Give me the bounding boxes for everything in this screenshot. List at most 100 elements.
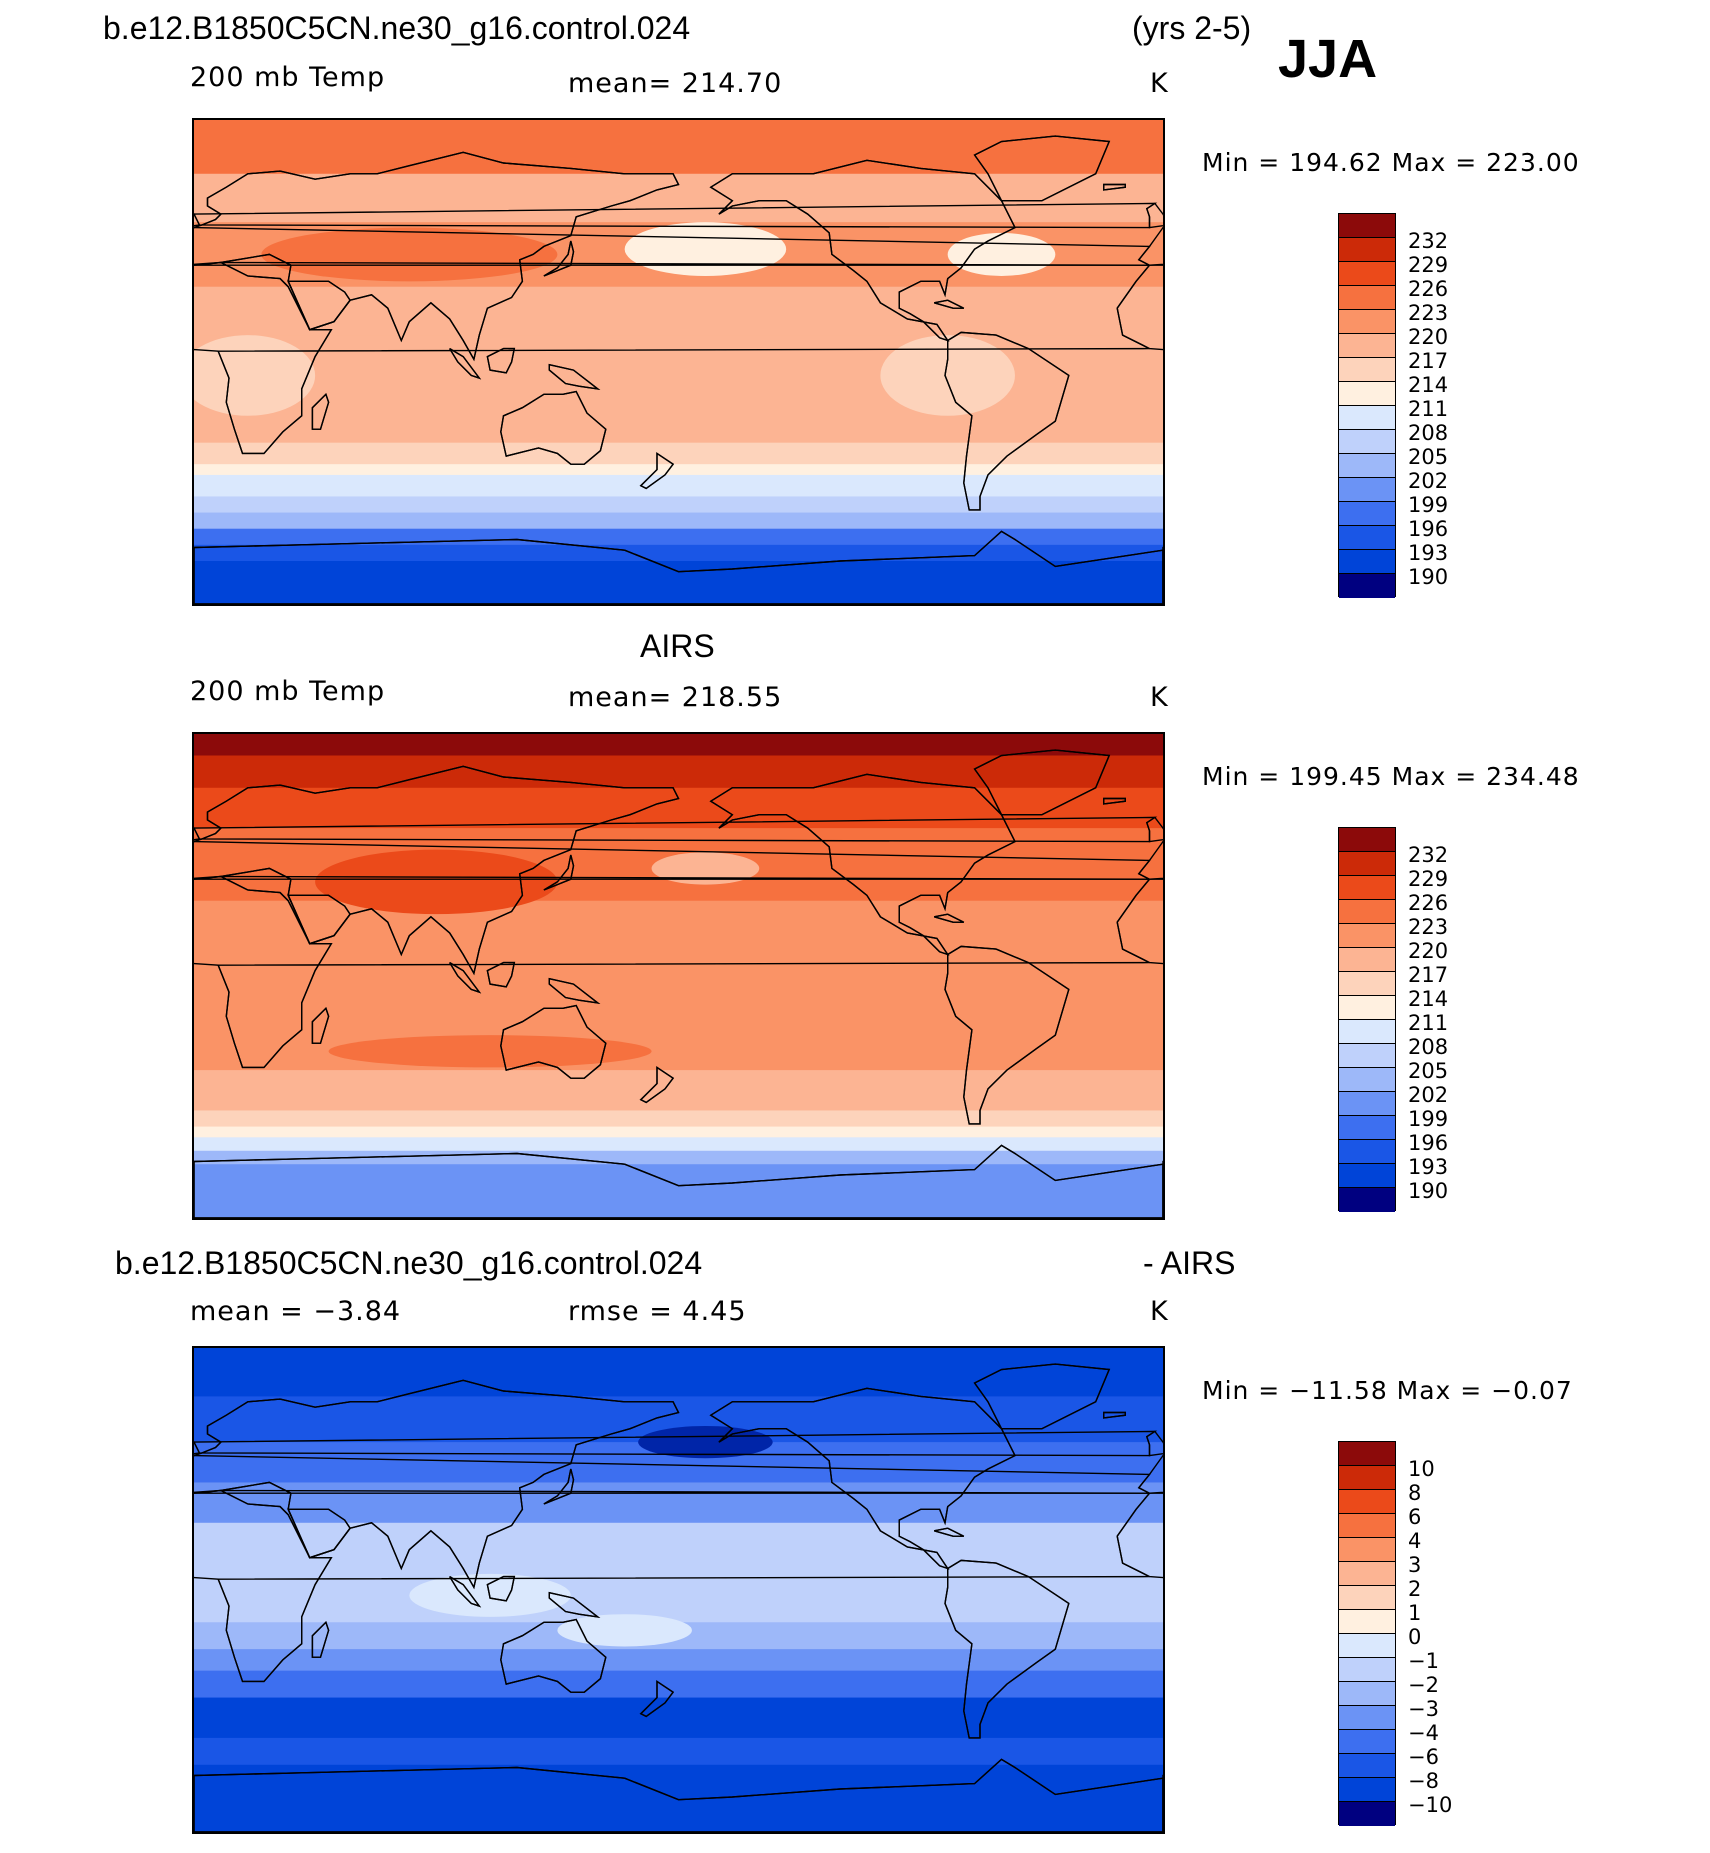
panel1-minmax-label: Min = 194.62 Max = 223.00: [1202, 148, 1580, 177]
panel1-units-label: K: [1150, 68, 1169, 99]
panel2-minmax-label: Min = 199.45 Max = 234.48: [1202, 762, 1580, 791]
coastline: [1116, 878, 1163, 965]
coastline: [287, 280, 351, 331]
colorbar-tick-label: 223: [1408, 915, 1449, 939]
colorbar-box: [1339, 382, 1395, 406]
colorbar-tick-label: 8: [1408, 1481, 1422, 1505]
coastline: [548, 363, 601, 390]
panel3-minmax-label: Min = −11.58 Max = −0.07: [1202, 1376, 1573, 1405]
temperature-anomaly-region: [315, 849, 558, 915]
coastline: [287, 894, 351, 945]
colorbar-box: [1339, 550, 1395, 574]
coastline: [543, 240, 575, 277]
colorbar-box: [1339, 1538, 1395, 1562]
colorbar-tick-label: −6: [1408, 1745, 1439, 1769]
panel3-colorbar: [1338, 1441, 1396, 1826]
colorbar-box: [1339, 1116, 1395, 1140]
colorbar-tick-label: 202: [1408, 1083, 1449, 1107]
coastline: [287, 1508, 351, 1559]
coastline: [194, 212, 201, 227]
temperature-anomaly-region: [880, 335, 1015, 416]
coastline: [543, 854, 575, 891]
colorbar-box: [1339, 502, 1395, 526]
colorbar-box: [1339, 358, 1395, 382]
colorbar-box: [1339, 1514, 1395, 1538]
coastline: [486, 347, 516, 374]
temperature-anomaly-region: [261, 227, 558, 282]
panel3-mean-label: mean = −3.84: [190, 1296, 402, 1327]
colorbar-tick-label: −2: [1408, 1673, 1439, 1697]
colorbar-box: [1339, 1658, 1395, 1682]
coastline: [311, 1007, 330, 1044]
temperature-anomaly-region: [651, 852, 760, 885]
temperature-band: [194, 1110, 1163, 1128]
temperature-band: [194, 1348, 1163, 1397]
colorbar-tick-label: 199: [1408, 1107, 1449, 1131]
colorbar-tick-label: 214: [1408, 987, 1449, 1011]
coastline: [1116, 264, 1163, 351]
coastline: [973, 749, 1111, 816]
temperature-anomaly-region: [557, 1614, 692, 1647]
coastline: [311, 1621, 330, 1658]
temperature-band: [194, 1670, 1163, 1699]
colorbar-tick-label: 1: [1408, 1601, 1422, 1625]
colorbar-box: [1339, 1020, 1395, 1044]
panel2-units-label: K: [1150, 682, 1169, 713]
colorbar-tick-label: 214: [1408, 373, 1449, 397]
temperature-band: [194, 464, 1163, 476]
colorbar-tick-label: 193: [1408, 1155, 1449, 1179]
coastline: [548, 1591, 601, 1618]
panel3-title: b.e12.B1850C5CN.ne30_g16.control.024: [115, 1245, 703, 1281]
colorbar-box: [1339, 214, 1395, 238]
coastline: [709, 159, 1016, 342]
colorbar-box: [1339, 828, 1395, 852]
panel1-colorbar-labels: 190 193 196 199 202 205 208 211 214 217 220 223 226 2…: [1408, 213, 1498, 597]
colorbar-box: [1339, 1778, 1395, 1802]
coastline: [548, 977, 601, 1004]
season-label: JJA: [1278, 29, 1378, 89]
coastline: [500, 390, 607, 465]
temperature-band: [194, 286, 1163, 336]
temperature-anomaly-region: [328, 1035, 652, 1068]
colorbar-box: [1339, 972, 1395, 996]
colorbar-box: [1339, 286, 1395, 310]
coastline: [1103, 183, 1126, 191]
coastline: [449, 347, 482, 380]
coastline: [973, 135, 1111, 202]
colorbar-tick-label: 190: [1408, 1179, 1449, 1203]
temperature-band: [194, 544, 1163, 562]
colorbar-tick-label: 205: [1408, 1059, 1449, 1083]
panel3-units-label: K: [1150, 1296, 1169, 1327]
coastline: [1103, 1411, 1126, 1419]
colorbar-tick-label: 199: [1408, 493, 1449, 517]
colorbar-box: [1339, 526, 1395, 550]
colorbar-tick-label: −1: [1408, 1649, 1439, 1673]
temperature-band: [194, 474, 1163, 498]
panel1-map: [192, 118, 1165, 606]
panel1-colorbar: [1338, 213, 1396, 598]
panel3-map: [192, 1346, 1165, 1834]
years-label: (yrs 2-5): [1132, 10, 1252, 46]
coastline: [1145, 1430, 1163, 1457]
temperature-anomaly-region: [947, 232, 1056, 276]
colorbar-box: [1339, 1092, 1395, 1116]
colorbar-box: [1339, 1706, 1395, 1730]
colorbar-box: [1339, 1140, 1395, 1164]
temperature-band: [194, 1522, 1163, 1623]
colorbar-tick-label: 196: [1408, 1131, 1449, 1155]
colorbar-tick-label: 208: [1408, 1035, 1449, 1059]
panel2-map: [192, 732, 1165, 1220]
temperature-band: [194, 496, 1163, 514]
panel3-rmse-label: rmse = 4.45: [568, 1296, 747, 1327]
coastline: [934, 1527, 965, 1537]
temperature-band: [194, 734, 1163, 757]
colorbar-tick-label: 223: [1408, 301, 1449, 325]
colorbar-tick-label: 3: [1408, 1553, 1422, 1577]
temperature-band: [194, 528, 1163, 546]
colorbar-tick-label: 6: [1408, 1505, 1422, 1529]
colorbar-tick-label: 211: [1408, 397, 1449, 421]
colorbar-box: [1339, 1754, 1395, 1778]
temperature-band: [194, 1649, 1163, 1672]
colorbar-tick-label: 220: [1408, 325, 1449, 349]
colorbar-tick-label: 2: [1408, 1577, 1422, 1601]
